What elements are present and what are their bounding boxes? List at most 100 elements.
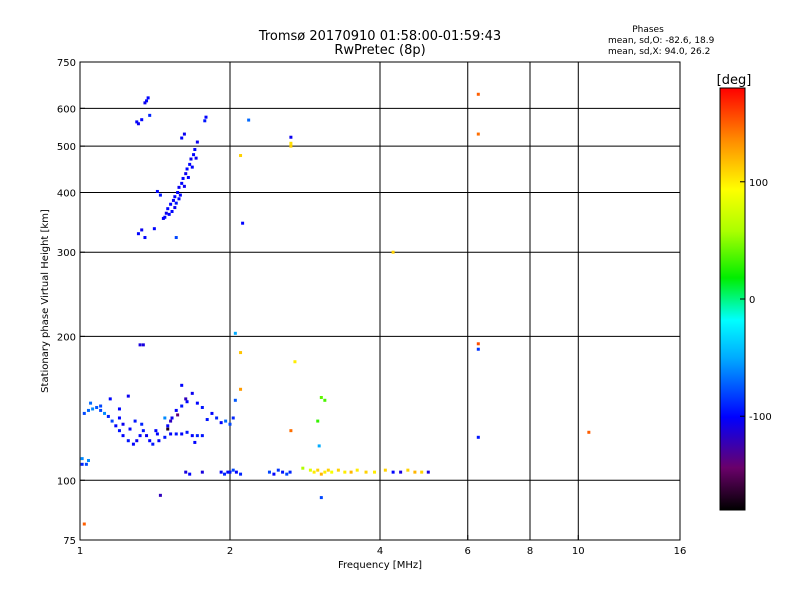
data-point — [420, 470, 424, 474]
data-point — [239, 351, 243, 355]
data-point — [164, 211, 168, 215]
x-axis-label: Frequency [MHz] — [338, 560, 422, 571]
data-point — [192, 153, 196, 157]
data-point — [138, 434, 142, 438]
data-point — [166, 427, 170, 431]
data-point — [233, 398, 237, 402]
data-point — [133, 419, 137, 423]
x-tick-label: 2 — [227, 546, 233, 557]
data-point — [169, 432, 173, 436]
data-point — [308, 468, 312, 472]
data-point — [200, 405, 204, 409]
data-point — [143, 236, 147, 240]
data-point — [174, 236, 178, 240]
y-tick-label: 75 — [63, 536, 76, 547]
colorbar-tick-label: 0 — [749, 295, 755, 306]
data-point — [180, 404, 184, 408]
data-point — [289, 429, 293, 433]
data-point — [226, 470, 230, 474]
data-point — [391, 470, 395, 474]
data-point — [80, 462, 84, 466]
data-point — [135, 439, 139, 443]
data-point — [189, 157, 193, 161]
data-point — [200, 434, 204, 438]
colorbar-label: [deg] — [717, 73, 752, 88]
data-point — [148, 113, 152, 117]
data-point — [185, 167, 189, 171]
data-point — [186, 175, 190, 179]
x-tick-label: 16 — [674, 546, 687, 557]
chart-subtitle: RwPretec (8p) — [334, 43, 425, 58]
data-point — [241, 221, 245, 225]
data-point — [155, 432, 159, 436]
data-point — [181, 176, 185, 180]
data-point — [195, 434, 199, 438]
data-point — [188, 472, 192, 476]
data-point — [406, 468, 410, 472]
data-point — [319, 496, 323, 500]
colorbar: [deg] 100 0 -100 — [717, 73, 772, 511]
x-tick-label: 10 — [572, 546, 585, 557]
data-point — [174, 201, 178, 205]
data-point — [239, 154, 243, 158]
data-point — [169, 419, 173, 423]
data-point — [174, 408, 178, 412]
data-point — [86, 408, 90, 412]
data-point — [399, 470, 403, 474]
data-point — [330, 470, 334, 474]
data-point — [289, 141, 293, 145]
data-point — [82, 522, 86, 526]
data-point — [190, 165, 194, 169]
data-point — [234, 470, 238, 474]
data-point — [177, 185, 181, 189]
y-tick-label: 100 — [57, 476, 76, 487]
data-point — [151, 442, 155, 446]
data-point — [185, 430, 189, 434]
data-point — [171, 198, 175, 202]
data-point — [140, 422, 144, 426]
data-point — [224, 419, 228, 423]
x-axis-ticks: 1 2 4 6 8 10 16 — [77, 535, 687, 557]
data-point — [176, 413, 180, 417]
data-point — [319, 472, 323, 476]
data-point — [281, 470, 285, 474]
data-point — [276, 468, 280, 472]
data-point — [316, 468, 320, 472]
data-point — [343, 470, 347, 474]
data-point — [114, 424, 118, 428]
data-point — [106, 414, 110, 418]
data-point — [180, 181, 184, 185]
data-point — [326, 468, 330, 472]
data-point — [167, 212, 171, 216]
data-point — [476, 342, 480, 346]
data-point — [128, 427, 132, 431]
data-point — [319, 395, 323, 399]
data-point — [587, 430, 591, 434]
data-point — [476, 132, 480, 136]
data-point — [203, 119, 207, 123]
data-point — [126, 439, 130, 443]
data-point — [146, 96, 150, 100]
data-point — [204, 115, 208, 119]
data-point — [80, 457, 84, 461]
data-point — [312, 470, 316, 474]
data-point — [166, 424, 170, 428]
data-point — [170, 210, 174, 214]
stats-o-line: mean, sd,O: -82.6, 18.9 — [608, 36, 715, 46]
data-point — [228, 422, 232, 426]
data-point — [135, 120, 139, 124]
data-point — [145, 99, 149, 103]
data-point — [301, 466, 305, 470]
data-point — [157, 439, 161, 443]
data-point — [476, 347, 480, 351]
x-tick-label: 8 — [527, 546, 533, 557]
data-point — [117, 416, 121, 420]
data-point — [383, 468, 387, 472]
data-point — [173, 195, 177, 199]
data-point — [145, 434, 149, 438]
stats-title: Phases — [632, 25, 664, 35]
colorbar-tick-label: -100 — [749, 412, 772, 423]
data-point — [190, 391, 194, 395]
chart-title: Tromsø 20170910 01:58:00-01:59:43 — [258, 29, 501, 44]
data-point — [239, 387, 243, 391]
